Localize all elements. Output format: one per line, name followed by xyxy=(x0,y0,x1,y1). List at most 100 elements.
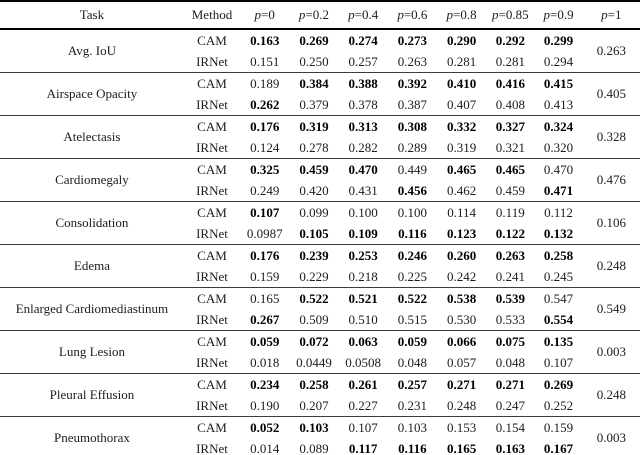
p1-merged-value: 0.106 xyxy=(596,215,626,230)
metric-value-cell: 0.048 xyxy=(397,354,427,370)
metric-value-cell: 0.0508 xyxy=(345,354,382,370)
metric-value-cell: 0.018 xyxy=(250,354,280,370)
p1-merged-value: 0.248 xyxy=(596,258,626,273)
metric-value-cell: 0.119 xyxy=(495,204,525,220)
metric-value-cell: 0.470 xyxy=(543,161,574,177)
metric-value-cell: 0.107 xyxy=(348,419,378,435)
table-row: IRNet 0.124 0.278 0.282 0.289 0.319 0.32… xyxy=(0,137,640,159)
metric-value-cell: 0.273 xyxy=(397,32,427,48)
metric-value-cell: 0.153 xyxy=(446,419,477,435)
metric-value-cell: 0.471 xyxy=(543,182,574,198)
metric-value-cell: 0.278 xyxy=(299,139,329,155)
metric-value-cell: 0.413 xyxy=(543,96,574,112)
metric-value-cell: 0.207 xyxy=(299,397,329,413)
metric-value-cell: 0.257 xyxy=(348,53,378,69)
method-label: IRNet xyxy=(196,311,228,327)
method-label: IRNet xyxy=(196,96,228,112)
metric-value-cell: 0.547 xyxy=(543,290,574,306)
metric-value-cell: 0.269 xyxy=(543,376,574,392)
metric-value-cell: 0.321 xyxy=(495,139,525,155)
table-row: IRNet 0.0987 0.105 0.109 0.116 0.123 0.1… xyxy=(0,223,640,245)
method-label: IRNet xyxy=(196,225,228,241)
method-label: CAM xyxy=(197,419,227,435)
metric-value-cell: 0.258 xyxy=(299,376,329,392)
col-header-task: Task xyxy=(79,7,105,22)
method-label: IRNet xyxy=(196,440,228,455)
task-group-edema: Edema CAM 0.176 0.239 0.253 0.246 0.260 … xyxy=(0,244,640,288)
task-group-pneumothorax: Pneumothorax CAM 0.052 0.103 0.107 0.103… xyxy=(0,416,640,455)
metric-value-cell: 0.109 xyxy=(348,225,378,241)
metric-value-cell: 0.271 xyxy=(495,376,525,392)
p1-merged-value: 0.405 xyxy=(596,86,626,101)
task-group-consolidation: Consolidation CAM 0.107 0.099 0.100 0.10… xyxy=(0,201,640,245)
metric-value-cell: 0.538 xyxy=(446,290,477,306)
method-label: CAM xyxy=(197,290,227,306)
metric-value-cell: 0.465 xyxy=(495,161,525,177)
metric-value-cell: 0.509 xyxy=(299,311,329,327)
metric-value-cell: 0.246 xyxy=(397,247,427,263)
metric-value-cell: 0.066 xyxy=(446,333,477,349)
metric-value-cell: 0.239 xyxy=(299,247,329,263)
metric-value-cell: 0.379 xyxy=(299,96,329,112)
col-header-p08: p=0.8 xyxy=(446,7,477,22)
task-group-pleural-effusion: Pleural Effusion CAM 0.234 0.258 0.261 0… xyxy=(0,373,640,417)
metric-value-cell: 0.052 xyxy=(250,419,280,435)
metric-value-cell: 0.253 xyxy=(348,247,378,263)
metric-value-cell: 0.059 xyxy=(397,333,427,349)
metric-value-cell: 0.0449 xyxy=(296,354,332,370)
metric-value-cell: 0.292 xyxy=(495,32,525,48)
metric-value-cell: 0.327 xyxy=(495,118,525,134)
metric-value-cell: 0.103 xyxy=(299,419,329,435)
task-group-lung-lesion: Lung Lesion CAM 0.059 0.072 0.063 0.059 … xyxy=(0,330,640,374)
p1-merged-value: 0.003 xyxy=(596,430,626,445)
metric-value-cell: 0.176 xyxy=(250,247,280,263)
method-label: IRNet xyxy=(196,354,228,370)
metric-value-cell: 0.533 xyxy=(495,311,525,327)
table-row: IRNet 0.018 0.0449 0.0508 0.048 0.057 0.… xyxy=(0,352,640,374)
metric-value-cell: 0.410 xyxy=(446,75,477,91)
metric-value-cell: 0.299 xyxy=(543,32,574,48)
metric-value-cell: 0.122 xyxy=(495,225,525,241)
table-row: Lung Lesion CAM 0.059 0.072 0.063 0.059 … xyxy=(0,331,640,360)
task-name: Cardiomegaly xyxy=(55,172,129,187)
metric-value-cell: 0.176 xyxy=(250,118,280,134)
metric-value-cell: 0.229 xyxy=(299,268,329,284)
metric-value-cell: 0.135 xyxy=(543,333,574,349)
method-label: CAM xyxy=(197,333,227,349)
task-group-avg-iou: Avg. IoU CAM 0.163 0.269 0.274 0.273 0.2… xyxy=(0,29,640,73)
metric-value-cell: 0.100 xyxy=(348,204,378,220)
method-label: IRNet xyxy=(196,397,228,413)
p1-merged-value: 0.248 xyxy=(596,387,626,402)
metric-value-cell: 0.420 xyxy=(299,182,329,198)
method-label: CAM xyxy=(197,75,227,91)
metric-value-cell: 0.165 xyxy=(250,290,280,306)
metric-value-cell: 0.112 xyxy=(544,204,573,220)
table-row: Atelectasis CAM 0.176 0.319 0.313 0.308 … xyxy=(0,116,640,145)
col-header-p0: p=0 xyxy=(254,7,275,22)
metric-value-cell: 0.057 xyxy=(446,354,477,370)
metric-value-cell: 0.089 xyxy=(299,440,329,455)
metric-value-cell: 0.522 xyxy=(299,290,329,306)
metric-value-cell: 0.250 xyxy=(299,53,329,69)
metric-value-cell: 0.462 xyxy=(446,182,477,198)
task-name: Pneumothorax xyxy=(54,430,130,445)
method-label: IRNet xyxy=(196,53,228,69)
metric-value-cell: 0.242 xyxy=(446,268,477,284)
method-label: IRNet xyxy=(196,182,228,198)
metric-value-cell: 0.324 xyxy=(543,118,574,134)
metric-value-cell: 0.059 xyxy=(250,333,280,349)
task-name: Edema xyxy=(73,258,110,273)
table-row: Airspace Opacity CAM 0.189 0.384 0.388 0… xyxy=(0,73,640,102)
metric-value-cell: 0.260 xyxy=(446,247,477,263)
metric-value-cell: 0.0987 xyxy=(246,225,283,241)
metric-value-cell: 0.116 xyxy=(398,440,427,455)
metric-value-cell: 0.387 xyxy=(397,96,427,112)
metric-value-cell: 0.167 xyxy=(543,440,574,455)
metric-value-cell: 0.123 xyxy=(446,225,477,241)
metric-value-cell: 0.459 xyxy=(299,161,329,177)
metric-value-cell: 0.116 xyxy=(398,225,427,241)
task-name: Pleural Effusion xyxy=(49,387,135,402)
metric-value-cell: 0.263 xyxy=(397,53,427,69)
metric-value-cell: 0.308 xyxy=(397,118,427,134)
table-row: Pleural Effusion CAM 0.234 0.258 0.261 0… xyxy=(0,374,640,403)
